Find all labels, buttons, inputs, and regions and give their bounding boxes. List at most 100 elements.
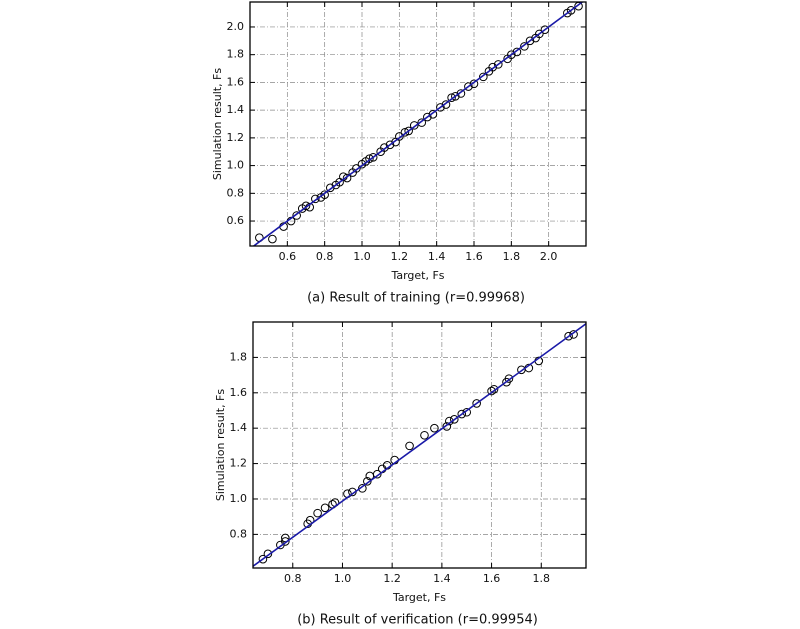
point xyxy=(313,508,322,518)
point xyxy=(479,72,488,82)
point xyxy=(409,121,419,130)
y-tick-label: 1.6 xyxy=(227,75,245,88)
x-tick-label: 1.0 xyxy=(334,572,352,585)
point xyxy=(268,234,277,244)
point xyxy=(365,154,374,163)
x-tick-label: 1.2 xyxy=(391,250,409,263)
point xyxy=(464,82,473,91)
point xyxy=(447,93,456,102)
point xyxy=(281,533,290,543)
point xyxy=(507,50,516,59)
y-tick-label: 1.8 xyxy=(227,48,245,61)
x-tick-label: 1.6 xyxy=(465,250,483,263)
point xyxy=(441,100,451,109)
point xyxy=(520,42,529,51)
caption: (b) Result of verification (r=0.99954) xyxy=(297,613,538,628)
data-area xyxy=(253,2,583,246)
fit-line xyxy=(253,2,583,246)
point xyxy=(457,409,467,419)
x-axis-title: Target, Fs xyxy=(390,269,444,282)
y-tick-label: 0.6 xyxy=(227,214,245,227)
x-axis-title: Target, Fs xyxy=(392,591,446,604)
x-tick-label: 0.6 xyxy=(279,250,297,263)
point xyxy=(405,441,414,451)
point xyxy=(569,330,578,339)
point xyxy=(417,118,427,127)
plot-frame xyxy=(252,321,587,569)
point xyxy=(342,173,352,183)
point xyxy=(311,194,320,204)
y-tick-label: 1.4 xyxy=(227,103,245,116)
y-tick-label: 1.8 xyxy=(230,350,248,363)
point xyxy=(368,152,378,162)
point xyxy=(456,89,466,98)
point xyxy=(301,201,311,211)
point xyxy=(493,60,503,69)
point xyxy=(258,554,268,564)
y-tick-label: 1.0 xyxy=(230,492,248,505)
point xyxy=(358,484,367,493)
point xyxy=(512,47,522,57)
point xyxy=(564,331,573,341)
y-tick-label: 0.8 xyxy=(227,186,245,199)
point xyxy=(436,103,445,112)
x-tick-label: 1.8 xyxy=(533,572,551,585)
x-tick-label: 1.6 xyxy=(483,572,501,585)
plot: 0.8 1.0 1.2 1.4 1.6 1.8 0.8 1.0 1.2 1.4 1.6 1.8 Targ… xyxy=(214,321,587,628)
point xyxy=(423,112,432,122)
point xyxy=(451,91,460,101)
x-tick-label: 1.4 xyxy=(433,572,451,585)
point xyxy=(320,503,330,513)
point xyxy=(385,140,395,150)
point xyxy=(325,183,335,193)
x-tick-label: 0.8 xyxy=(316,250,334,263)
point xyxy=(395,132,404,141)
x-tick-label: 2.0 xyxy=(540,250,558,263)
point xyxy=(400,128,410,137)
y-tick-label: 1.0 xyxy=(227,159,245,172)
point xyxy=(352,164,361,173)
point xyxy=(404,126,413,136)
point xyxy=(281,537,290,546)
y-tick-label: 2.0 xyxy=(227,20,245,33)
y-tick-label: 0.8 xyxy=(230,527,248,540)
point xyxy=(292,211,301,220)
point xyxy=(442,422,452,431)
x-tick-label: 0.8 xyxy=(284,572,302,585)
y-axis-title: Simulation result, Fs xyxy=(211,68,224,181)
point xyxy=(372,469,382,479)
point xyxy=(472,399,481,408)
caption: (a) Result of training (r=0.99968) xyxy=(307,291,525,306)
point xyxy=(449,415,459,424)
fit-line xyxy=(253,323,586,567)
point xyxy=(430,423,439,433)
point xyxy=(487,386,496,396)
point xyxy=(489,384,499,394)
y-tick-label: 1.2 xyxy=(227,131,245,144)
point xyxy=(469,79,479,89)
plot: 0.6 0.8 1.0 1.2 1.4 1.6 1.8 2.0 0.6 0.8 1.0 1.2 1.4 1… xyxy=(211,1,587,306)
point xyxy=(566,6,576,15)
y-tick-label: 1.2 xyxy=(230,457,248,470)
point xyxy=(504,374,514,383)
x-tick-label: 1.2 xyxy=(383,572,401,585)
point xyxy=(363,476,372,486)
point xyxy=(488,62,497,72)
x-tick-label: 1.4 xyxy=(428,250,446,263)
x-tick-label: 1.0 xyxy=(353,250,371,263)
y-tick-label: 1.4 xyxy=(230,421,248,434)
y-tick-label: 1.6 xyxy=(230,386,248,399)
plot-frame xyxy=(249,1,587,247)
point xyxy=(525,36,535,46)
point xyxy=(380,143,389,152)
point xyxy=(263,549,273,559)
point xyxy=(420,430,429,440)
point xyxy=(428,109,438,119)
point xyxy=(535,29,544,39)
x-tick-label: 1.8 xyxy=(503,250,521,263)
point xyxy=(540,25,550,35)
point xyxy=(462,407,472,417)
data-area xyxy=(253,323,586,567)
point xyxy=(320,190,329,200)
